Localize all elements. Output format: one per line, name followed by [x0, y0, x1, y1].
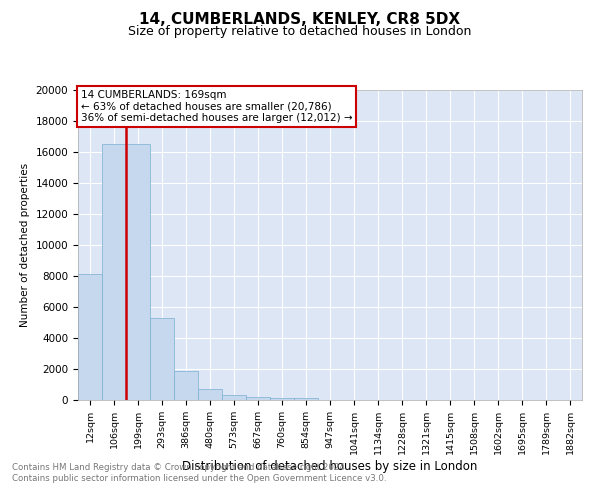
- Text: Size of property relative to detached houses in London: Size of property relative to detached ho…: [128, 25, 472, 38]
- Text: Contains HM Land Registry data © Crown copyright and database right 2024.: Contains HM Land Registry data © Crown c…: [12, 462, 347, 471]
- Y-axis label: Number of detached properties: Number of detached properties: [20, 163, 30, 327]
- Text: 14 CUMBERLANDS: 169sqm
← 63% of detached houses are smaller (20,786)
36% of semi: 14 CUMBERLANDS: 169sqm ← 63% of detached…: [80, 90, 352, 123]
- Bar: [174, 372, 198, 400]
- Bar: [126, 144, 150, 400]
- Bar: [222, 396, 246, 400]
- Bar: [246, 397, 270, 400]
- Bar: [198, 389, 222, 400]
- Bar: [270, 398, 294, 400]
- Text: Contains public sector information licensed under the Open Government Licence v3: Contains public sector information licen…: [12, 474, 386, 483]
- Bar: [102, 144, 126, 400]
- Bar: [294, 398, 318, 400]
- X-axis label: Distribution of detached houses by size in London: Distribution of detached houses by size …: [182, 460, 478, 472]
- Bar: [150, 318, 174, 400]
- Bar: [78, 274, 102, 400]
- Text: 14, CUMBERLANDS, KENLEY, CR8 5DX: 14, CUMBERLANDS, KENLEY, CR8 5DX: [139, 12, 461, 28]
